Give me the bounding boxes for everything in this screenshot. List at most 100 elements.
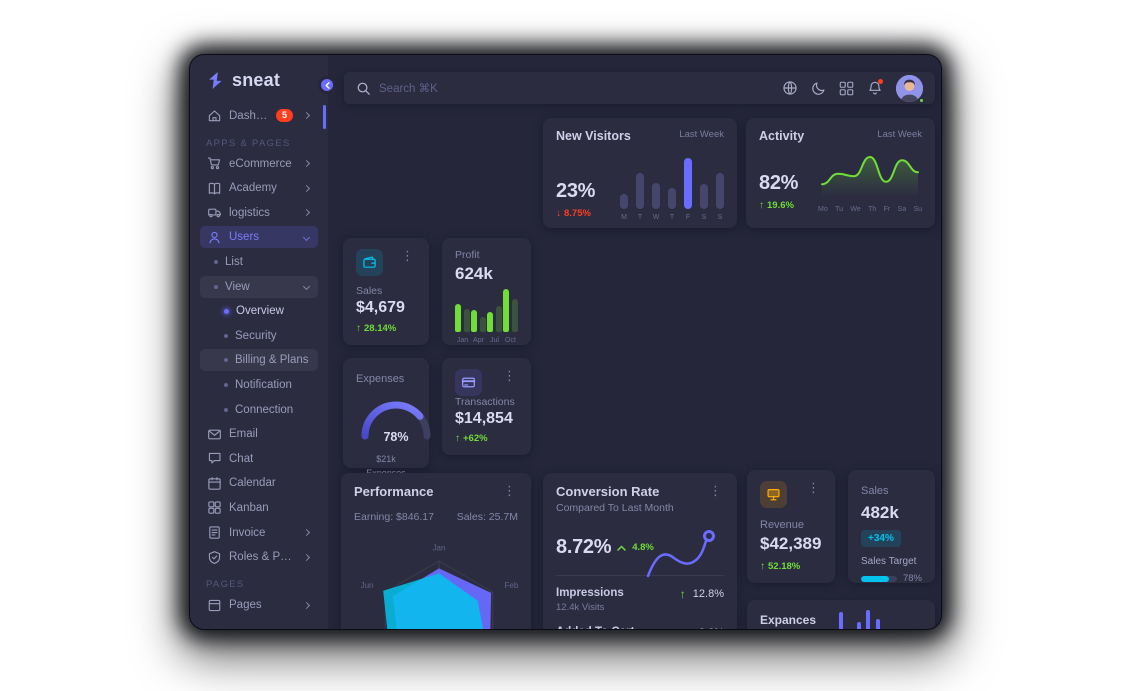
arrow-down-icon: ↓: [682, 626, 688, 629]
sidebar-item-users[interactable]: Users: [200, 226, 318, 249]
arrow-up-icon: ↑: [760, 561, 765, 572]
bar-M: M: [620, 147, 628, 221]
sidebar-item-label: Users: [229, 231, 260, 244]
mini-bar: [866, 610, 870, 629]
sidebar-item-roles-permiss[interactable]: Roles & Permiss...: [200, 546, 318, 568]
arrow-up-icon: ↑: [356, 323, 361, 334]
notification-count-badge: 5: [275, 109, 293, 123]
sidebar-scrollbar-thumb[interactable]: [323, 105, 326, 129]
user-avatar[interactable]: [896, 74, 925, 104]
card-menu-button[interactable]: ⋮: [401, 248, 414, 263]
calendar-icon: [208, 476, 221, 490]
sidebar-item-notification[interactable]: Notification: [200, 374, 318, 396]
sidebar-item-label: List: [225, 255, 243, 268]
bullet-icon: [224, 382, 228, 387]
sidebar-item-label: Billing & Plans: [235, 354, 309, 367]
card-menu-button[interactable]: ⋮: [503, 483, 516, 498]
bullet-icon: [224, 308, 229, 314]
sidebar-item-view[interactable]: View: [200, 275, 318, 298]
conversion-breakdown: Impressions 12.4k Visits ↑ 12.8% Added To Ca…: [556, 575, 724, 629]
new-visitors-value: 23%: [556, 180, 596, 202]
sidebar-item-ecommerce[interactable]: eCommerce: [200, 153, 318, 175]
sales-delta: 28.14%: [364, 323, 397, 334]
sidebar-collapse-button[interactable]: [318, 76, 336, 94]
sidebar-section-apps-pages: APPS & PAGES: [206, 137, 291, 149]
chevron-down-icon: [302, 283, 311, 291]
new-visitors-delta: 8.75%: [564, 208, 591, 219]
profit-card: Profit 624k Jan Apr Jul Oct: [442, 238, 531, 345]
sidebar-item-calendar[interactable]: Calendar: [200, 472, 318, 494]
sidebar-item-academy[interactable]: Academy: [200, 177, 318, 199]
bullet-icon: [224, 407, 228, 412]
bullet-icon: [224, 333, 228, 338]
activity-delta: 19.6%: [767, 200, 794, 211]
conversion-value: 8.72%: [556, 536, 612, 558]
sales-target-progress: [861, 575, 897, 582]
sidebar-item-label: Notification: [235, 378, 292, 391]
bar-W: W: [652, 147, 660, 221]
bar-group-Oct: Oct: [503, 284, 518, 344]
sidebar-item-connection[interactable]: Connection: [200, 399, 318, 421]
sidebar-item-list[interactable]: List: [200, 251, 318, 273]
card-menu-button[interactable]: ⋮: [709, 483, 722, 498]
sidebar-item-dashboards[interactable]: Dashboards 5: [200, 105, 318, 127]
sales-growth-badge: +34%: [861, 530, 901, 547]
sidebar-item-logistics[interactable]: logistics: [200, 202, 318, 224]
search-input[interactable]: Search ⌘K: [379, 83, 438, 95]
sidebar-item-chat[interactable]: Chat: [200, 448, 318, 470]
transactions-value: $14,854: [455, 410, 513, 427]
sidebar-item-label: Connection: [235, 403, 294, 416]
app-window: sneat Dashboards 5 APPS & PAGES eCommerce Ac…: [190, 55, 941, 629]
profit-label: Profit: [455, 249, 480, 261]
sidebar-item-label: Invoice: [229, 526, 266, 539]
bar-S: S: [716, 147, 724, 221]
credit-card-icon: [461, 377, 476, 388]
activity-card: Activity Last Week 82% ↑ 19.6% Mo Tu We Th F…: [746, 118, 935, 228]
profit-bar-chart: Jan Apr Jul Oct: [455, 284, 518, 344]
brand-icon: [209, 72, 222, 89]
sidebar-item-invoice[interactable]: Invoice: [200, 522, 318, 544]
notifications-button[interactable]: [867, 79, 883, 96]
invoice-icon: [209, 526, 220, 539]
sidebar-item-email[interactable]: Email: [200, 423, 318, 445]
sidebar-item-pages[interactable]: Pages: [200, 594, 318, 616]
sidebar-item-label: Kanban: [229, 501, 269, 514]
performance-earning: Earning: $846.17: [354, 511, 434, 523]
bar-S: S: [700, 147, 708, 221]
sales-stats-label: Sales: [861, 485, 889, 497]
dark-mode-moon-icon[interactable]: [811, 81, 826, 96]
chevron-left-icon: [324, 81, 330, 89]
sales-stats-card: Sales 482k +34% Sales Target 78%: [848, 470, 935, 584]
notification-dot: [878, 79, 883, 84]
chevron-right-icon: [302, 528, 311, 537]
brand-name: sneat: [232, 70, 281, 90]
card-title: Activity: [759, 129, 805, 143]
card-menu-button[interactable]: ⋮: [503, 368, 516, 383]
sidebar-item-security[interactable]: Security: [200, 325, 318, 347]
arrow-down-icon: ↓: [556, 208, 561, 219]
sidebar-item-label: Overview: [236, 305, 284, 318]
home-icon: [208, 110, 221, 122]
logo[interactable]: sneat: [190, 55, 328, 100]
expenses-note-1: $21k Expenses: [366, 454, 406, 478]
sidebar-item-label: Security: [235, 329, 277, 342]
sidebar-item-kanban[interactable]: Kanban: [200, 497, 318, 519]
bar-group-Apr: Apr: [471, 284, 486, 344]
top-navbar: Search ⌘K: [344, 72, 935, 104]
bar-T: T: [636, 147, 644, 221]
language-globe-icon[interactable]: [782, 80, 798, 96]
transactions-delta: +62%: [463, 433, 488, 444]
online-status-dot: [918, 96, 925, 104]
kanban-icon: [208, 501, 221, 515]
expenses-card: Expenses 78% $21k Expenses more than las…: [343, 358, 431, 506]
sidebar-item-billing-plans[interactable]: Billing & Plans: [200, 349, 318, 372]
performance-card: Performance ⋮ Earning: $846.17 Sales: 25…: [341, 473, 531, 629]
pages-icon: [208, 599, 221, 611]
apps-grid-icon[interactable]: [839, 81, 854, 96]
sidebar-item-overview[interactable]: Overview: [200, 300, 318, 322]
card-menu-button[interactable]: ⋮: [807, 480, 820, 495]
bullet-icon: [224, 358, 228, 363]
sidebar-item-label: Academy: [229, 182, 277, 195]
expenses-title: Expenses: [356, 373, 405, 385]
expances-title: Expances: [760, 613, 817, 627]
